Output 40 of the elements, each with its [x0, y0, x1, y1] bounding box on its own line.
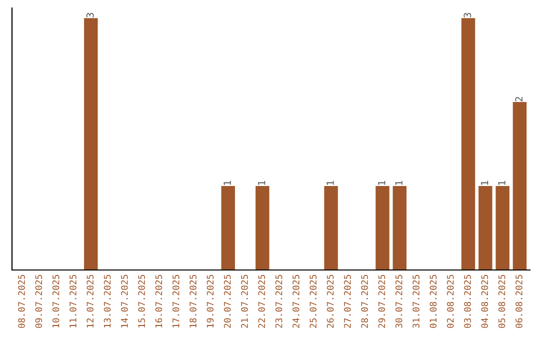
data-label: 2	[515, 97, 522, 102]
x-tick-label: 05.08.2025	[498, 274, 506, 328]
data-label: 1	[224, 180, 231, 185]
x-tick-label: 13.07.2025	[104, 274, 111, 328]
x-tick-label: 26.07.2025	[326, 274, 334, 328]
data-label: 1	[326, 180, 334, 185]
data-label: 1	[378, 180, 386, 185]
x-tick-label: 30.07.2025	[395, 274, 402, 328]
x-tick-label: 10.07.2025	[52, 274, 60, 328]
x-tick-label: 14.07.2025	[121, 274, 128, 328]
data-label: 1	[481, 180, 488, 185]
x-tick-label: 25.07.2025	[310, 274, 317, 328]
x-tick-label: 03.08.2025	[464, 274, 471, 328]
data-label: 3	[464, 12, 472, 18]
x-tick-label: 27.07.2025	[344, 274, 351, 328]
x-tick-label: 01.08.2025	[430, 274, 437, 328]
x-tick-label: 17.07.2025	[172, 274, 180, 328]
x-tick-label: 22.07.2025	[258, 274, 266, 328]
data-label: 1	[498, 180, 506, 185]
x-tick-label: 28.07.2025	[361, 274, 368, 328]
x-tick-label: 20.07.2025	[224, 274, 231, 328]
x-tick-label: 16.07.2025	[155, 274, 162, 328]
x-tick-label: 11.07.2025	[70, 274, 76, 328]
x-tick-label: 29.07.2025	[378, 274, 386, 328]
x-tick-label: 31.07.2025	[412, 274, 420, 328]
x-tick-label: 24.07.2025	[292, 274, 300, 328]
x-tick-label: 09.07.2025	[35, 274, 42, 328]
data-label: 3	[86, 12, 94, 18]
x-tick-label: 04.08.2025	[481, 274, 488, 328]
x-tick-label: 23.07.2025	[275, 274, 282, 328]
x-tick-label: 06.08.2025	[516, 274, 522, 328]
x-tick-label: 12.07.2025	[86, 274, 94, 328]
data-label: 1	[395, 180, 402, 185]
data-label: 1	[258, 180, 266, 185]
x-tick-label: 08.07.2025	[18, 274, 25, 328]
x-tick-label: 18.07.2025	[190, 274, 196, 328]
x-tick-label: 19.07.2025	[206, 274, 214, 328]
x-tick-label: 15.07.2025	[138, 274, 145, 328]
x-tick-label: 21.07.2025	[241, 274, 248, 328]
x-tick-label: 02.08.2025	[446, 274, 454, 328]
